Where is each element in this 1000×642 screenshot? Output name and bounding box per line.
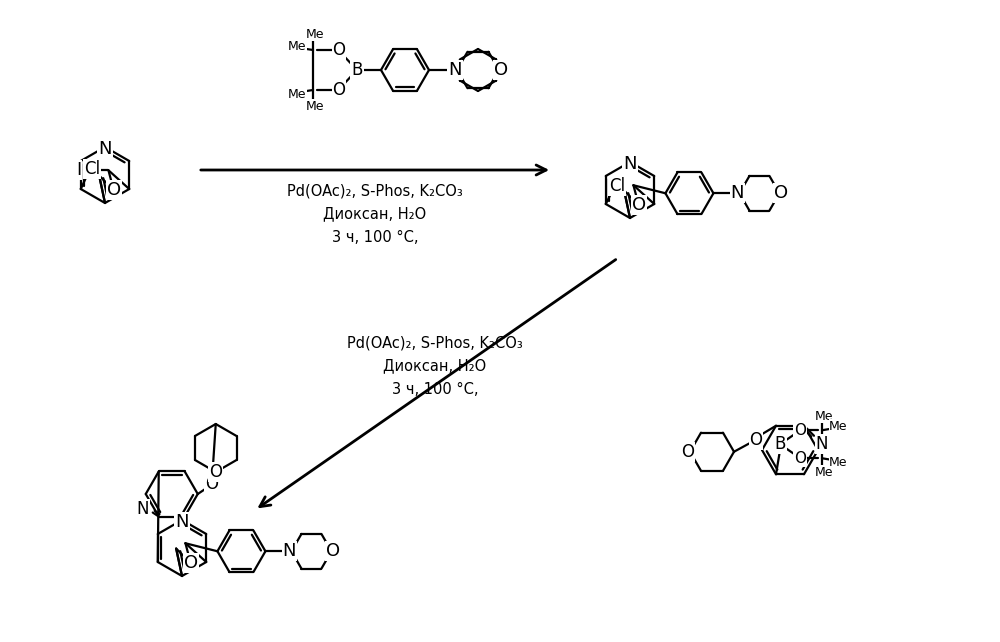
Text: Me: Me [306, 28, 324, 40]
Text: O: O [205, 475, 218, 493]
Text: N: N [283, 542, 296, 560]
Text: N: N [175, 513, 189, 531]
Text: O: O [326, 542, 341, 560]
Text: Me: Me [306, 100, 324, 112]
Text: O: O [494, 61, 508, 79]
Text: B: B [351, 61, 363, 79]
Text: Me: Me [829, 420, 847, 433]
Text: O: O [750, 431, 763, 449]
Text: Me: Me [288, 40, 306, 53]
Text: Cl: Cl [609, 177, 625, 195]
Text: N: N [98, 140, 112, 158]
Text: Cl: Cl [84, 160, 100, 178]
Text: O: O [332, 81, 346, 99]
Text: O: O [682, 443, 694, 461]
Text: Me: Me [815, 410, 833, 422]
Text: O: O [107, 181, 121, 199]
Text: O: O [184, 554, 198, 572]
Text: N: N [731, 184, 744, 202]
Text: B: B [774, 435, 786, 453]
Text: Me: Me [288, 87, 306, 101]
Text: I: I [76, 161, 81, 179]
Text: Me: Me [829, 456, 847, 469]
Text: O: O [774, 184, 789, 202]
Text: N: N [137, 499, 149, 517]
Text: N: N [448, 61, 462, 79]
Text: O: O [632, 196, 646, 214]
Text: Me: Me [815, 465, 833, 479]
Text: Pd(OAc)₂, S-Phos, K₂CO₃
Диоксан, H₂O
3 ч, 100 °C,: Pd(OAc)₂, S-Phos, K₂CO₃ Диоксан, H₂O 3 ч… [347, 335, 523, 397]
Text: N: N [816, 435, 828, 453]
Text: N: N [623, 155, 637, 173]
Text: O: O [794, 451, 806, 465]
Text: Pd(OAc)₂, S-Phos, K₂CO₃
Диоксан, H₂O
3 ч, 100 °C,: Pd(OAc)₂, S-Phos, K₂CO₃ Диоксан, H₂O 3 ч… [287, 183, 463, 245]
Text: O: O [794, 422, 806, 438]
Text: O: O [209, 463, 222, 481]
Text: O: O [332, 41, 346, 59]
